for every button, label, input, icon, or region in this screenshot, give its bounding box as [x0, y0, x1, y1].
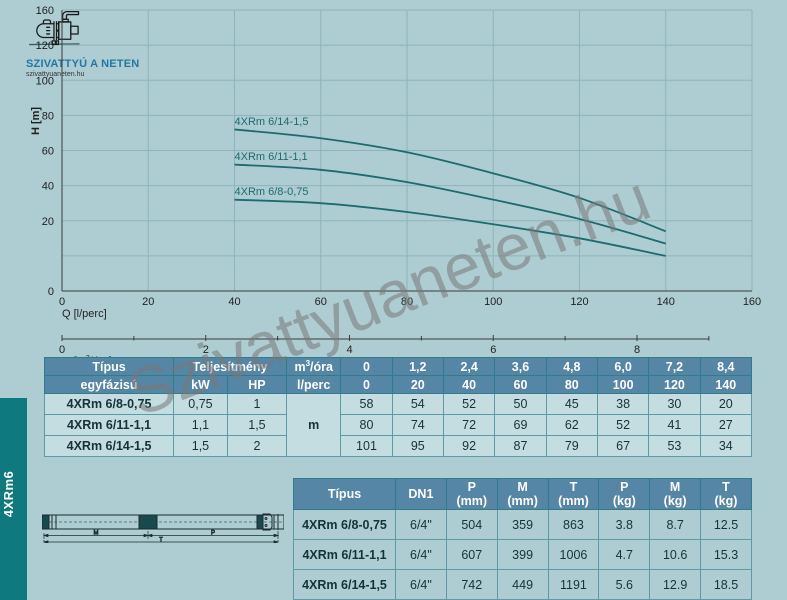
svg-text:M: M: [94, 531, 99, 537]
svg-text:T: T: [159, 538, 163, 544]
svg-text:60: 60: [42, 146, 54, 158]
svg-text:160: 160: [743, 296, 761, 308]
svg-text:40: 40: [228, 296, 240, 308]
svg-text:160: 160: [36, 5, 54, 17]
svg-text:4XRm 6/14-1,5: 4XRm 6/14-1,5: [235, 116, 309, 128]
svg-text:4XRm 6/11-1,1: 4XRm 6/11-1,1: [235, 151, 308, 163]
svg-text:100: 100: [36, 75, 54, 87]
svg-text:120: 120: [570, 296, 588, 308]
svg-text:20: 20: [142, 296, 154, 308]
svg-text:4XRm 6/8-0,75: 4XRm 6/8-0,75: [235, 186, 309, 198]
svg-text:120: 120: [36, 40, 54, 52]
svg-text:P: P: [211, 531, 215, 537]
svg-text:0: 0: [48, 286, 54, 298]
svg-text:40: 40: [42, 181, 54, 193]
svg-text:100: 100: [484, 296, 502, 308]
svg-text:8: 8: [634, 344, 640, 356]
svg-text:20: 20: [42, 216, 54, 228]
svg-text:6: 6: [490, 344, 496, 356]
svg-text:0: 0: [59, 296, 65, 308]
svg-text:80: 80: [42, 110, 54, 122]
svg-text:140: 140: [657, 296, 675, 308]
